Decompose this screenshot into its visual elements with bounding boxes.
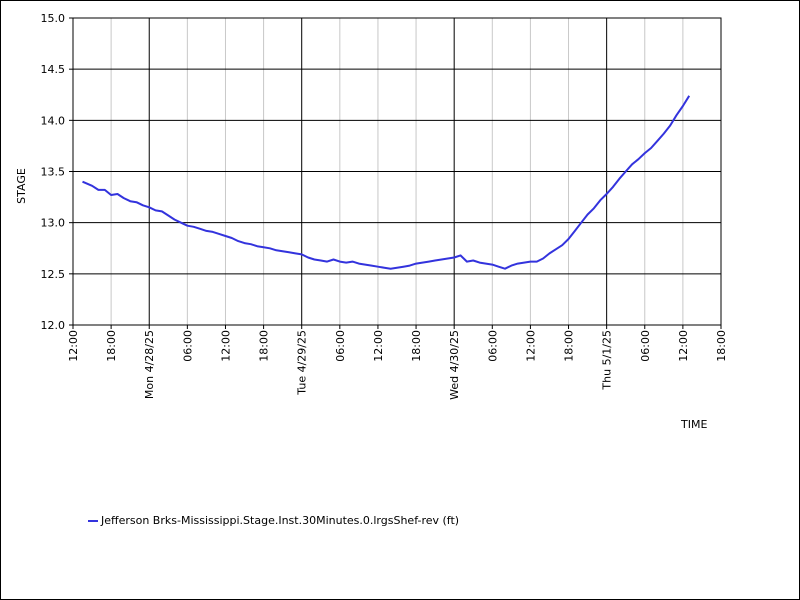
y-tick-label: 13.5 <box>41 166 66 179</box>
series-layer <box>82 95 691 270</box>
x-tick-label: Tue 4/29/25 <box>296 330 309 396</box>
series-line <box>82 95 691 270</box>
y-tick-label: 15.0 <box>41 12 66 25</box>
x-tick-label: 18:00 <box>105 330 118 362</box>
x-tick-label: 18:00 <box>715 330 728 362</box>
y-tick-label: 14.0 <box>41 114 66 127</box>
legend-swatch <box>88 519 98 522</box>
x-tick-label: Mon 4/28/25 <box>143 330 156 399</box>
x-tick-label: 18:00 <box>258 330 271 362</box>
y-tick-label: 12.0 <box>41 319 66 332</box>
x-tick-label: Thu 5/1/25 <box>601 330 614 391</box>
x-tick-label: 12:00 <box>219 330 232 362</box>
x-tick-label: 12:00 <box>372 330 385 362</box>
x-tick-label: 06:00 <box>639 330 652 362</box>
x-tick-label: 06:00 <box>181 330 194 362</box>
y-tick-label: 13.0 <box>41 217 66 230</box>
x-tick-label: 18:00 <box>410 330 423 362</box>
x-tick-label: 12:00 <box>67 330 80 362</box>
x-tick-label: 12:00 <box>677 330 690 362</box>
x-tick-label: 18:00 <box>563 330 576 362</box>
y-tick-label: 14.5 <box>41 63 66 76</box>
x-axis-title: TIME <box>680 418 707 431</box>
x-tick-label: 12:00 <box>524 330 537 362</box>
x-tick-labels: 12:00 18:00 Mon 4/28/25 06:00 12:00 18:00 Tue … <box>67 325 728 400</box>
legend-label: Jefferson Brks-Mississippi.Stage.Inst.30… <box>101 514 460 527</box>
y-tick-labels: 12.0 12.5 13.0 13.5 14.0 14.5 15.0 <box>41 12 73 332</box>
x-tick-label: Wed 4/30/25 <box>448 330 461 400</box>
x-tick-label: 06:00 <box>486 330 499 362</box>
grid-lines <box>72 17 722 326</box>
y-axis-title: STAGE <box>15 168 28 204</box>
legend: Jefferson Brks-Mississippi.Stage.Inst.30… <box>88 514 459 527</box>
y-tick-label: 12.5 <box>41 268 66 281</box>
x-tick-label: 06:00 <box>334 330 347 362</box>
